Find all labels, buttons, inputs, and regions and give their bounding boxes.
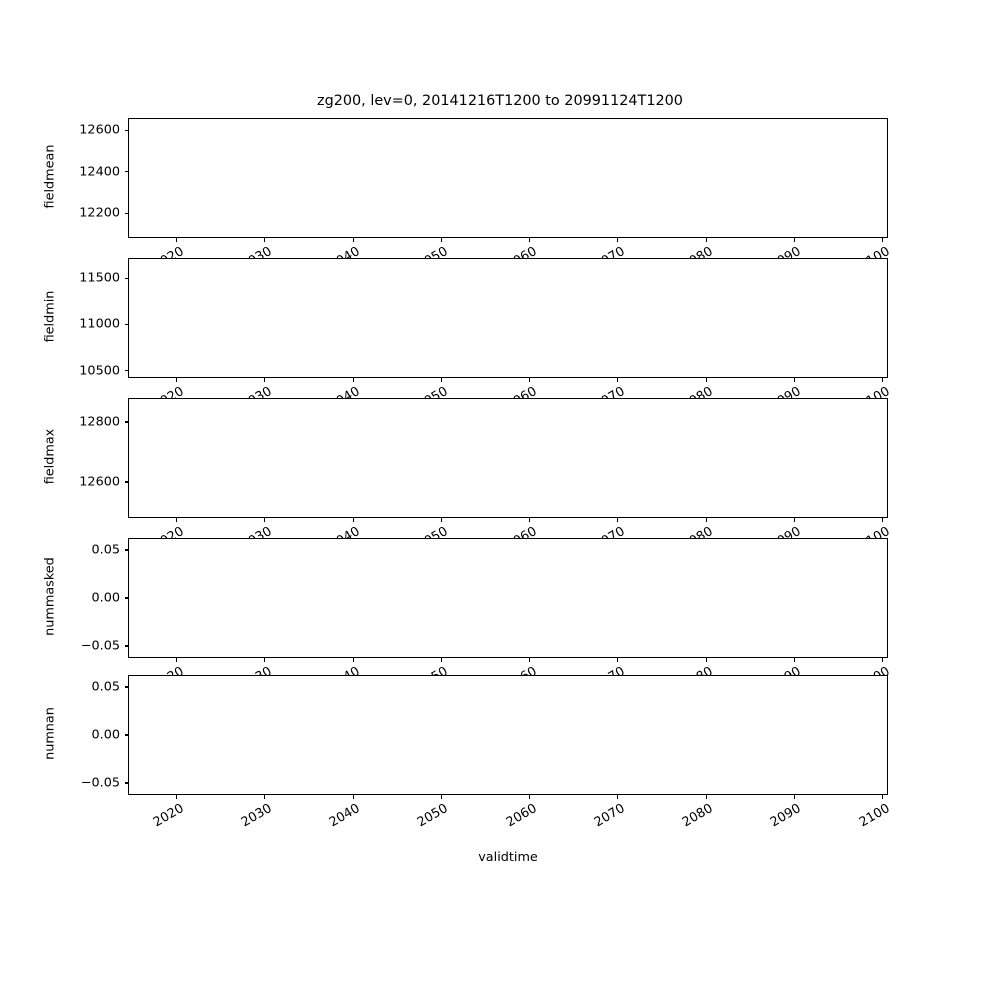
xtick-label: 2050 [415,801,451,831]
xtick-mark [705,238,707,242]
xtick-mark [175,238,178,242]
xtick-mark [529,658,531,662]
subplot-fieldmax [128,398,888,518]
xtick-mark [175,795,178,799]
x-axis-label: validtime [478,850,538,865]
xtick-mark [617,518,619,522]
xtick-mark [264,378,266,382]
xtick-mark [352,378,354,382]
fieldmin-ytick-label: 10500 [79,363,120,379]
xtick-mark [440,518,442,522]
xtick-mark [793,238,795,242]
xtick-mark [352,238,354,242]
fieldmean-ytick-label: 12600 [79,122,120,138]
numnan-y-axis-label: numnan [42,707,58,760]
fieldmin-ytick-label: 11500 [79,270,120,286]
numnan-axes-frame [128,675,888,795]
xtick-label: 2090 [768,801,804,831]
xtick-mark [617,238,619,242]
fieldmin-axes-frame [128,258,888,378]
xtick-mark [264,518,266,522]
xtick-mark [793,518,795,522]
xtick-label: 2070 [591,801,628,831]
xtick-mark [705,378,707,382]
xtick-mark [175,658,178,662]
subplot-fieldmin [128,258,888,378]
subplot-fieldmean [128,118,888,238]
subplot-numnan [128,675,888,795]
xtick-mark [793,658,795,662]
xtick-mark [617,378,619,382]
fieldmin-ytick-label: 11000 [79,316,120,332]
xtick-mark [175,518,178,522]
xtick-mark [882,378,884,382]
xtick-mark [440,378,442,382]
xtick-mark [440,658,442,662]
numnan-ytick-label: 0.00 [91,727,121,743]
nummasked-axes-frame [128,538,888,658]
numnan-ytick-label: −0.05 [80,775,120,791]
xtick-mark [529,795,531,799]
xtick-mark [705,795,707,799]
xtick-mark [793,378,795,382]
xtick-mark [882,238,884,242]
xtick-label: 2020 [150,801,187,831]
xtick-mark [882,795,884,799]
xtick-mark [440,238,442,242]
xtick-mark [264,795,266,799]
xtick-mark [352,518,354,522]
xtick-mark [793,795,795,799]
xtick-mark [264,658,266,662]
xtick-mark [705,518,707,522]
fieldmax-ytick-label: 12800 [79,414,120,430]
fieldmax-axes-frame [128,398,888,518]
xtick-mark [617,795,619,799]
xtick-mark [882,658,884,662]
fieldmean-ytick-label: 12200 [79,205,120,221]
xtick-mark [352,795,354,799]
nummasked-ytick-label: 0.05 [91,542,121,558]
figure-title: zg200, lev=0, 20141216T1200 to 20991124T… [317,93,683,109]
xtick-mark [264,238,266,242]
fieldmax-ytick-label: 12600 [79,474,120,490]
fieldmean-y-axis-label: fieldmean [42,144,58,209]
xtick-label: 2040 [326,801,363,831]
fieldmean-axes-frame [128,118,888,238]
xtick-mark [705,658,707,662]
xtick-label: 2060 [503,801,540,831]
nummasked-ytick-label: 0.00 [91,590,121,606]
xtick-label: 2080 [679,801,716,831]
xtick-mark [175,378,178,382]
subplot-nummasked [128,538,888,658]
xtick-mark [529,238,531,242]
xtick-label: 2030 [238,801,275,831]
xtick-mark [440,795,442,799]
fieldmin-y-axis-label: fieldmin [42,290,58,343]
nummasked-y-axis-label: nummasked [42,557,58,636]
xtick-mark [617,658,619,662]
xtick-mark [882,518,884,522]
xtick-mark [352,658,354,662]
nummasked-ytick-label: −0.05 [80,638,120,654]
xtick-label: 2100 [856,801,893,831]
fieldmax-y-axis-label: fieldmax [42,428,58,485]
numnan-ytick-label: 0.05 [91,679,121,695]
fieldmean-ytick-label: 12400 [79,164,120,180]
xtick-mark [529,518,531,522]
xtick-mark [529,378,531,382]
